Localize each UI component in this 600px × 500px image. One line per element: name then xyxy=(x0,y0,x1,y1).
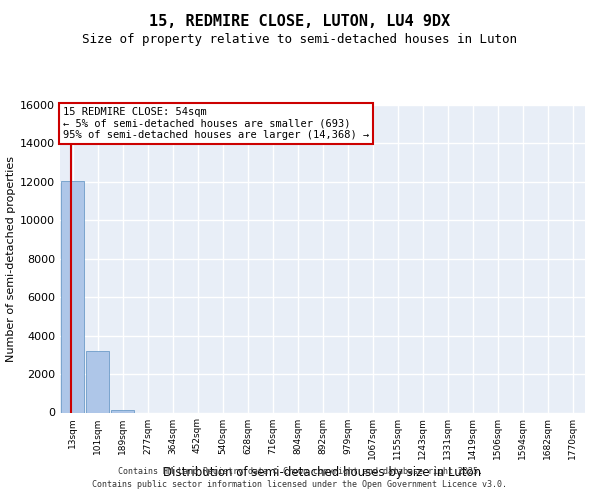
Bar xyxy=(86,351,109,412)
Bar xyxy=(111,410,134,412)
Text: 15 REDMIRE CLOSE: 54sqm
← 5% of semi-detached houses are smaller (693)
95% of se: 15 REDMIRE CLOSE: 54sqm ← 5% of semi-det… xyxy=(63,107,369,140)
Text: Size of property relative to semi-detached houses in Luton: Size of property relative to semi-detach… xyxy=(83,32,517,46)
Bar xyxy=(61,181,84,412)
Y-axis label: Number of semi-detached properties: Number of semi-detached properties xyxy=(6,156,16,362)
Text: Contains HM Land Registry data © Crown copyright and database right 2025.
Contai: Contains HM Land Registry data © Crown c… xyxy=(92,468,508,489)
Text: 15, REDMIRE CLOSE, LUTON, LU4 9DX: 15, REDMIRE CLOSE, LUTON, LU4 9DX xyxy=(149,14,451,29)
X-axis label: Distribution of semi-detached houses by size in Luton: Distribution of semi-detached houses by … xyxy=(163,466,482,479)
